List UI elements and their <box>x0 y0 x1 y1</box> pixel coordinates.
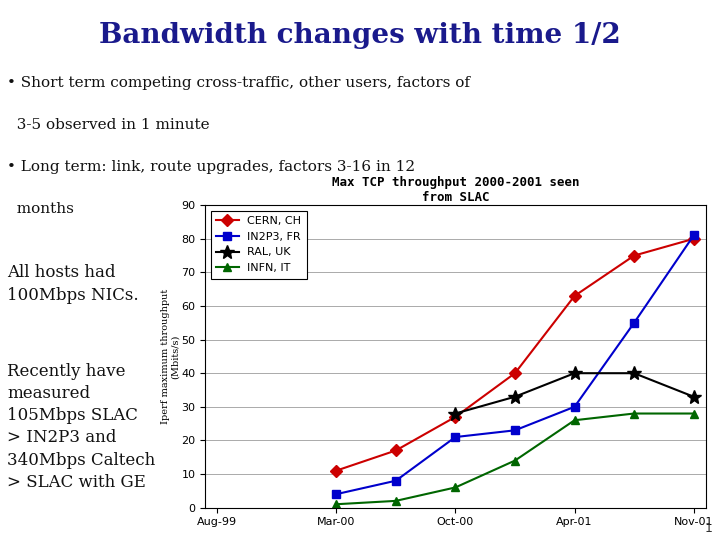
Text: 3-5 observed in 1 minute: 3-5 observed in 1 minute <box>7 118 210 132</box>
IN2P3, FR <box>332 491 341 497</box>
INFN, IT <box>332 501 341 508</box>
Y-axis label: Iperf maximum throughput
(Mbits/s): Iperf maximum throughput (Mbits/s) <box>161 289 180 424</box>
Text: Bandwidth changes with time 1/2: Bandwidth changes with time 1/2 <box>99 22 621 49</box>
IN2P3, FR <box>630 320 639 326</box>
Text: All hosts had
100Mbps NICs.: All hosts had 100Mbps NICs. <box>7 265 139 303</box>
Text: months: months <box>7 202 74 217</box>
Text: 1: 1 <box>705 522 713 535</box>
Title: Max TCP throughput 2000-2001 seen
from SLAC: Max TCP throughput 2000-2001 seen from S… <box>332 176 579 204</box>
RAL, UK <box>451 410 460 417</box>
Line: INFN, IT: INFN, IT <box>332 409 698 508</box>
INFN, IT <box>510 457 519 464</box>
CERN, CH <box>630 252 639 259</box>
INFN, IT <box>570 417 579 423</box>
IN2P3, FR <box>451 434 460 440</box>
RAL, UK <box>630 370 639 376</box>
Line: IN2P3, FR: IN2P3, FR <box>332 231 698 498</box>
RAL, UK <box>570 370 579 376</box>
CERN, CH <box>570 293 579 299</box>
INFN, IT <box>451 484 460 491</box>
Line: RAL, UK: RAL, UK <box>449 366 701 421</box>
CERN, CH <box>510 370 519 376</box>
Text: • Long term: link, route upgrades, factors 3-16 in 12: • Long term: link, route upgrades, facto… <box>7 160 415 174</box>
INFN, IT <box>392 498 400 504</box>
CERN, CH <box>392 447 400 454</box>
Line: CERN, CH: CERN, CH <box>332 235 698 475</box>
IN2P3, FR <box>510 427 519 434</box>
INFN, IT <box>630 410 639 417</box>
CERN, CH <box>332 468 341 474</box>
CERN, CH <box>451 414 460 420</box>
INFN, IT <box>689 410 698 417</box>
IN2P3, FR <box>570 403 579 410</box>
RAL, UK <box>689 394 698 400</box>
Text: Recently have
measured
105Mbps SLAC
> IN2P3 and
340Mbps Caltech
> SLAC with GE: Recently have measured 105Mbps SLAC > IN… <box>7 363 156 491</box>
IN2P3, FR <box>689 232 698 239</box>
IN2P3, FR <box>392 477 400 484</box>
Legend: CERN, CH, IN2P3, FR, RAL, UK, INFN, IT: CERN, CH, IN2P3, FR, RAL, UK, INFN, IT <box>211 211 307 279</box>
RAL, UK <box>510 394 519 400</box>
CERN, CH <box>689 235 698 242</box>
Text: • Short term competing cross-traffic, other users, factors of: • Short term competing cross-traffic, ot… <box>7 76 470 90</box>
Bar <box>205 205 706 508</box>
